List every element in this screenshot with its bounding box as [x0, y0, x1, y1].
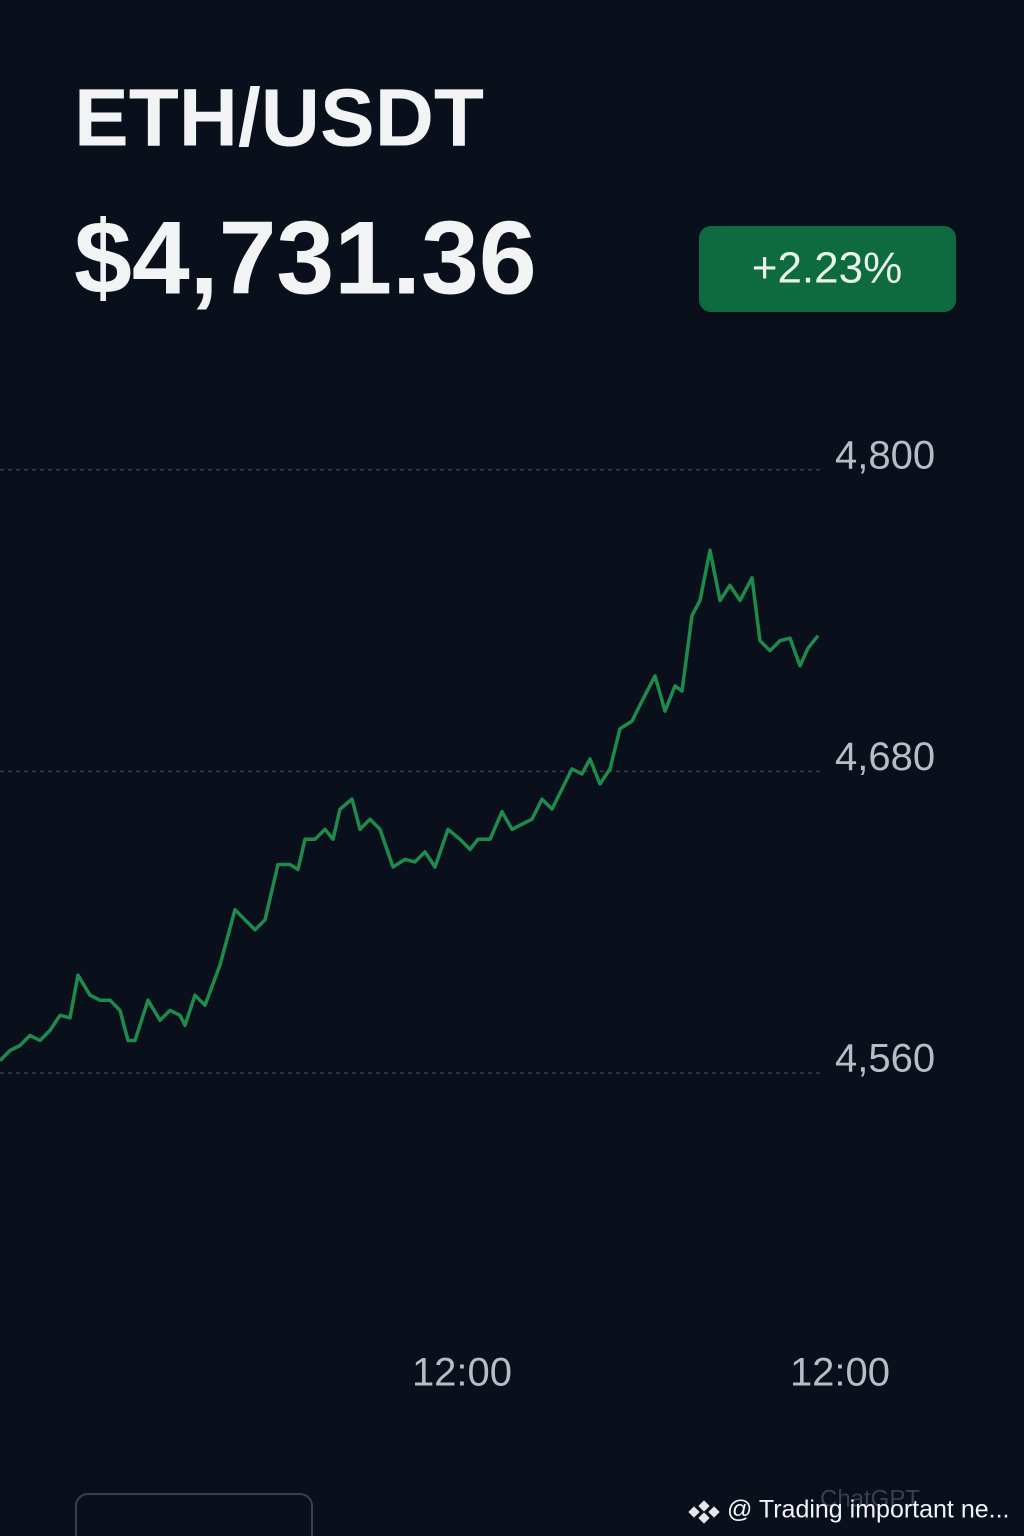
change-badge: [699, 226, 956, 312]
y-tick-label: 4,680: [835, 735, 935, 779]
change-text: +2.23%: [752, 244, 902, 293]
y-tick-label: 4,560: [835, 1037, 935, 1081]
watermark: ChatGPT: [820, 1485, 920, 1512]
price: $4,731.36: [74, 200, 537, 316]
price-line: [0, 548, 820, 1062]
x-tick-label: 12:00: [790, 1351, 890, 1395]
pair-title: ETH/USDT: [74, 73, 484, 164]
y-tick-label: 4,800: [835, 433, 935, 477]
notice: @ Trading important ne...: [727, 1496, 1009, 1524]
notice-icon: [688, 1500, 720, 1524]
button[interactable]: [75, 1493, 313, 1536]
x-tick-label: 12:00: [412, 1351, 512, 1395]
